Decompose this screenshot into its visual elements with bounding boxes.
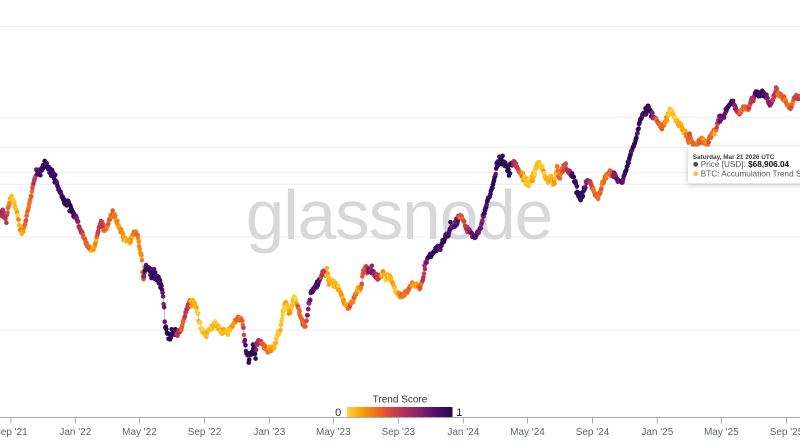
svg-text:1: 1 (456, 407, 462, 419)
svg-text:May '22: May '22 (122, 427, 157, 438)
svg-text:Jan '23: Jan '23 (253, 427, 285, 438)
svg-text:May '25: May '25 (704, 427, 739, 438)
svg-text:Sep '25: Sep '25 (770, 427, 800, 438)
svg-text:Jan '22: Jan '22 (59, 427, 91, 438)
svg-text:Price [USD]: $68,906.04: Price [USD]: $68,906.04 (701, 160, 790, 169)
svg-text:glassnode: glassnode (246, 176, 553, 254)
svg-text:Jan '24: Jan '24 (447, 427, 479, 438)
svg-text:Jan '25: Jan '25 (641, 427, 673, 438)
svg-text:BTC: Accumulation Trend Score: BTC: Accumulation Trend Score (701, 170, 800, 179)
svg-text:May '24: May '24 (510, 427, 545, 438)
svg-text:Sep '23: Sep '23 (381, 427, 415, 438)
svg-text:Sep '21: Sep '21 (0, 427, 28, 438)
svg-text:Sep '24: Sep '24 (576, 427, 610, 438)
svg-text:May '23: May '23 (316, 427, 351, 438)
svg-text:0: 0 (335, 407, 341, 419)
svg-text:Saturday, Mar 21 2026 UTC: Saturday, Mar 21 2026 UTC (693, 154, 775, 161)
svg-text:Sep '22: Sep '22 (188, 427, 222, 438)
svg-text:Trend Score: Trend Score (373, 395, 428, 406)
